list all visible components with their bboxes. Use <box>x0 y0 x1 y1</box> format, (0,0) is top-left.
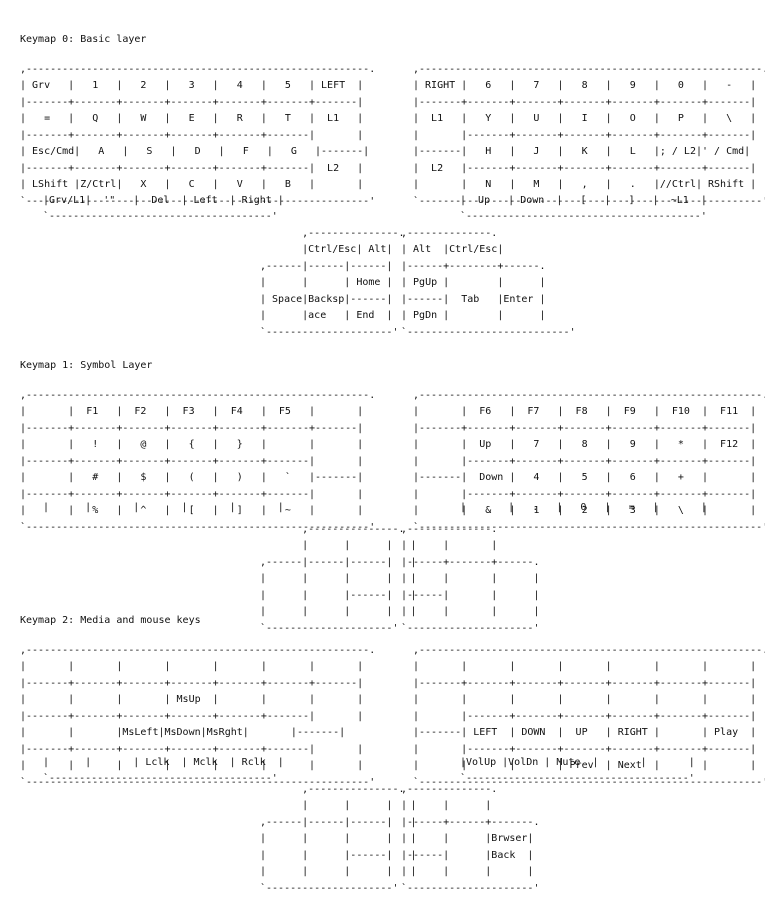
keymap-1-right-half: ,---------------------------------------… <box>413 390 765 533</box>
keymap-0-left-half: ,---------------------------------------… <box>20 64 376 207</box>
keymap-2-right-thumb-cluster: ,--------------. | | | |------+------+--… <box>401 784 540 894</box>
keymap-0-title: Keymap 0: Basic layer <box>20 34 147 45</box>
keymap-0-right-thumb-cluster: ,--------------. | Alt |Ctrl/Esc| |-----… <box>401 228 576 338</box>
keymap-2-title: Keymap 2: Media and mouse keys <box>20 615 201 626</box>
keymap-2-left-thumb-row: | | | Lclk | Mclk | Rclk | `------------… <box>43 757 284 785</box>
keymap-2-right-half: ,---------------------------------------… <box>413 645 765 788</box>
keymap-2-left-half: ,---------------------------------------… <box>20 645 376 788</box>
keymap-0-right-half: ,---------------------------------------… <box>413 64 765 207</box>
keymap-2-left-thumb-cluster: ,---------------. | | | | ,------|------… <box>260 784 417 894</box>
keymap-0-left-thumb-row: |Grv/L1| '" | Del | Left | Right | `----… <box>43 195 284 223</box>
keymap-1-right-thumb-cluster: ,--------------. | | | |------+-------+-… <box>401 524 540 634</box>
keymap-0-right-thumb-row: | Up | Down | [ | ] | ~L1 | `-----------… <box>460 195 707 223</box>
keymap-1-left-thumb-row: | | | | | | <box>43 502 284 513</box>
keymap-1-left-thumb-cluster: ,---------------. | | | | ,------|------… <box>260 524 417 634</box>
keymap-1-right-thumb-row: | | . | 0 | = | | <box>460 502 707 513</box>
keymap-1-title: Keymap 1: Symbol Layer <box>20 360 153 371</box>
keymap-0-left-thumb-cluster: ,---------------. |Ctrl/Esc| Alt| ,-----… <box>260 228 405 338</box>
keymap-1-left-half: ,---------------------------------------… <box>20 390 376 533</box>
keymap-2-right-thumb-row: |VolUp |VolDn | Mute | | | `------------… <box>460 757 695 785</box>
